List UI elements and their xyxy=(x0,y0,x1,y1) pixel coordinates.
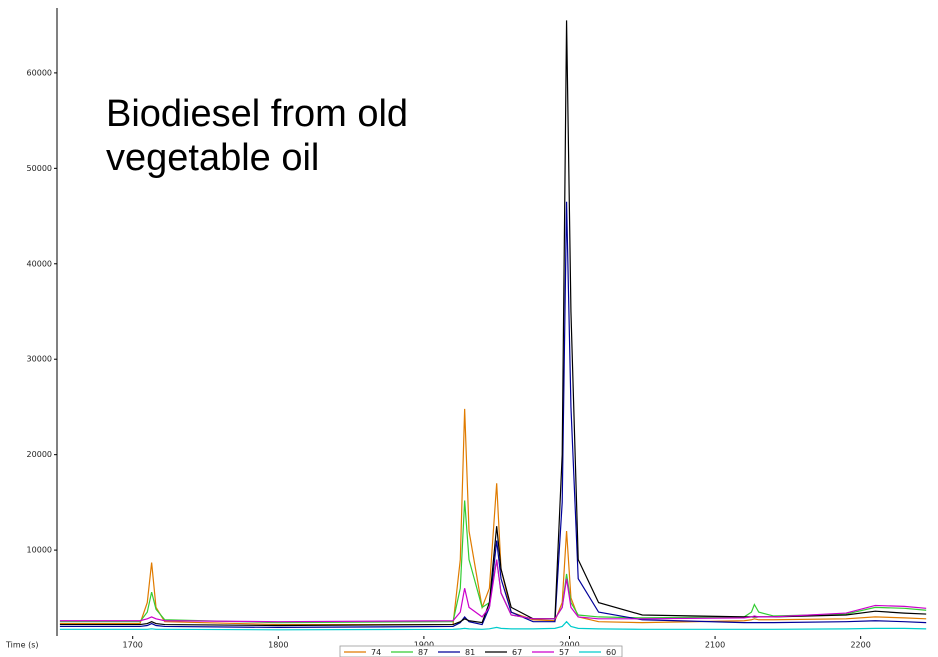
legend-label: 74 xyxy=(371,648,381,657)
x-tick-label: 1900 xyxy=(414,641,434,650)
legend-label: 60 xyxy=(606,648,616,657)
y-tick-label: 30000 xyxy=(27,355,52,364)
legend-label: 87 xyxy=(418,648,428,657)
y-tick-label: 10000 xyxy=(27,546,52,555)
x-axis-label: Time (s) xyxy=(5,641,39,650)
x-tick-label: 1700 xyxy=(123,641,143,650)
y-tick-label: 50000 xyxy=(27,164,52,173)
series-line xyxy=(59,559,927,623)
series-line xyxy=(59,201,927,629)
y-tick-label: 20000 xyxy=(27,450,52,459)
y-tick-label: 40000 xyxy=(27,259,52,268)
legend-label: 67 xyxy=(512,648,522,657)
x-tick-label: 1800 xyxy=(268,641,288,650)
legend-label: 81 xyxy=(465,648,475,657)
series-line xyxy=(59,408,927,626)
x-tick-label: 2200 xyxy=(850,641,870,650)
y-tick-label: 60000 xyxy=(27,68,52,77)
legend-box xyxy=(339,645,623,657)
legend-label: 57 xyxy=(559,648,569,657)
series-line xyxy=(59,620,927,631)
x-tick-label: 2000 xyxy=(559,641,579,650)
x-tick-label: 2100 xyxy=(705,641,725,650)
annotation: Biodiesel from old vegetable oil xyxy=(106,93,409,179)
